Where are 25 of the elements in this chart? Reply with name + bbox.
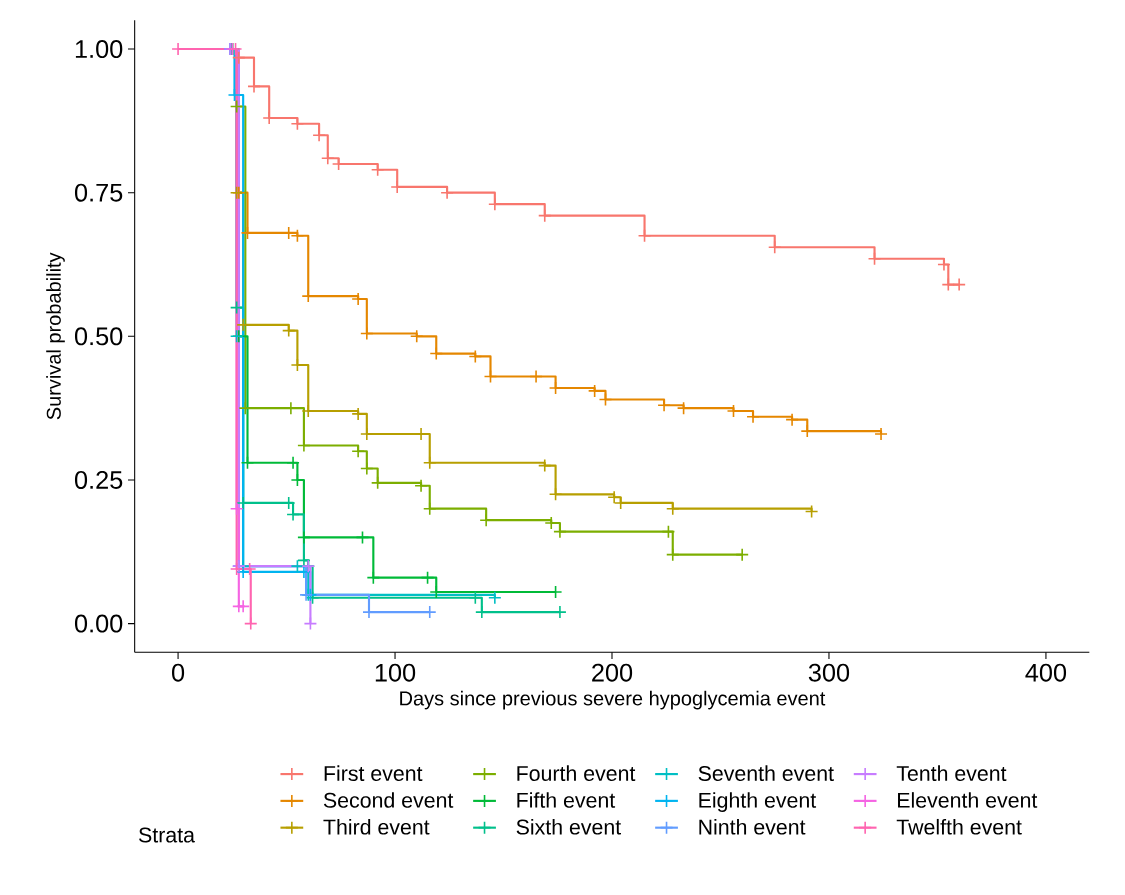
y-tick-label: 0.50	[74, 327, 123, 346]
x-tick-label: 200	[592, 663, 633, 682]
legend-label: Sixth event	[516, 818, 621, 835]
legend-label: First event	[324, 765, 423, 782]
x-tick-label: 100	[375, 663, 416, 682]
x-tick-label: 300	[808, 663, 850, 682]
legend-label: Eleventh event	[898, 792, 1038, 808]
legend-label: Eighth event	[699, 792, 817, 813]
x-tick-label: 400	[1025, 663, 1067, 682]
legend-label: Second event	[323, 792, 454, 808]
legend-title: Strata	[139, 827, 195, 843]
y-tick-label: 0.25	[74, 470, 123, 489]
legend-label: Fourth event	[517, 765, 636, 782]
legend-label: Tenth event	[896, 765, 1007, 782]
legend-label: Third event	[323, 818, 430, 835]
x-tick-label: 0	[172, 663, 185, 682]
y-tick-label: 0.00	[74, 614, 123, 633]
legend-label: Seventh event	[698, 765, 834, 782]
y-tick-label: 0.75	[74, 183, 123, 202]
legend-label: Twelfth event	[896, 818, 1022, 835]
legend-label: Ninth event	[699, 818, 806, 835]
x-axis-title: Days since previous severe hypoglycemia event	[400, 690, 826, 710]
y-tick-label: 1.00	[75, 40, 123, 59]
legend-label: Fifth event	[517, 792, 616, 808]
y-axis-title: Survival probability	[46, 252, 65, 420]
